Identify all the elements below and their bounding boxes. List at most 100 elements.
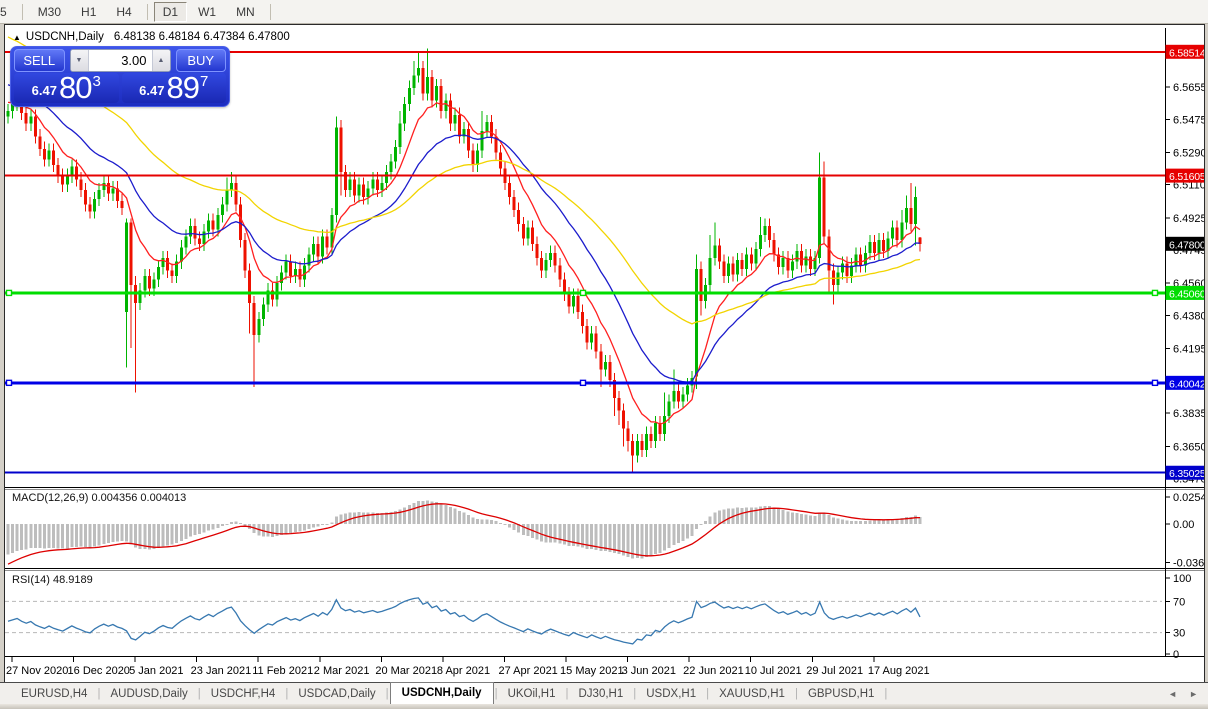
sell-price-prefix: 6.47 [31, 83, 57, 98]
date-tick-label: 8 Apr 2021 [437, 665, 490, 677]
sell-price-pip: 3 [92, 73, 101, 90]
rsi-tick-label: 0 [1173, 649, 1179, 661]
tab-usdx-h1[interactable]: USDX,H1 [646, 687, 697, 700]
chart-symbol-label: USDCNH,Daily [25, 31, 104, 43]
tab-scroll-left-icon[interactable]: ◄ [1168, 688, 1178, 699]
price-badge-label: 6.58514 [1169, 47, 1204, 59]
tab-divider: | [706, 687, 710, 700]
chart-background[interactable] [5, 28, 1204, 682]
tab-dj30-h1[interactable]: DJ30,H1 [578, 687, 624, 700]
tab-scroll-right-icon[interactable]: ► [1189, 688, 1198, 699]
chart-ohlc-values: 6.48138 6.48184 6.47384 6.47800 [113, 31, 290, 43]
price-badge [1165, 236, 1204, 251]
date-tick-label: 11 Feb 2021 [252, 665, 313, 677]
date-tick-label: 20 Mar 2021 [375, 665, 437, 677]
volume-increase-button[interactable]: ▲ [151, 50, 170, 71]
buy-price-display[interactable]: 6.47 89 7 [121, 70, 226, 105]
line-handle[interactable] [5, 379, 13, 387]
status-strip [0, 704, 1208, 709]
timeframe-button-d1[interactable]: D1 [153, 1, 188, 22]
buy-price-big: 89 [166, 70, 199, 105]
timeframe-button-5[interactable]: 5 [0, 4, 7, 19]
rsi-tick-label: 30 [1173, 628, 1185, 640]
sell-button[interactable]: SELL [14, 49, 65, 72]
pane-borders [5, 28, 1204, 657]
tab-divider: | [97, 687, 101, 700]
sell-price-big: 80 [58, 70, 92, 105]
timeframe-button-mn[interactable]: MN [236, 4, 255, 19]
price-tick-label: 6.41950 [1173, 344, 1204, 356]
toolbar-separator [21, 3, 23, 20]
line-handle[interactable] [5, 289, 13, 297]
tab-eurusd-h4[interactable]: EURUSD,H4 [21, 687, 88, 700]
tab-gbpusd-h1[interactable]: GBPUSD,H1 [807, 687, 875, 700]
buy-button[interactable]: BUY [175, 49, 226, 72]
macd-signal-line [7, 503, 921, 565]
macd-tick-label: 0.00 [1173, 519, 1194, 531]
tab-usdchf-h4[interactable]: USDCHF,H4 [210, 687, 276, 700]
date-tick-label: 27 Nov 2020 [6, 665, 68, 677]
timeframe-button-h1[interactable]: H1 [81, 4, 97, 19]
price-tick-label: 6.38350 [1173, 408, 1204, 420]
tab-divider: | [633, 687, 637, 700]
tab-scroll-arrows: ◄ ► [1168, 689, 1198, 699]
tab-usdcnh-daily[interactable]: USDCNH,Daily [389, 681, 494, 704]
tab-audusd-daily[interactable]: AUDUSD,Daily [110, 687, 188, 700]
price-tick-label: 6.54750 [1173, 114, 1204, 126]
date-tick-label: 3 Jun 2021 [622, 665, 676, 677]
date-tick-label: 23 Jan 2021 [191, 665, 252, 677]
price-tick-label: 6.43800 [1173, 310, 1204, 322]
tab-divider: | [197, 687, 201, 700]
price-axis[interactable]: 6.565506.547506.529006.511006.492506.474… [1165, 44, 1204, 661]
macd-tick-label: -0.036083 [1173, 557, 1204, 569]
tab-usdcad-daily[interactable]: USDCAD,Daily [298, 687, 376, 700]
macd-indicator-label: MACD(12,26,9) 0.004356 0.004013 [12, 492, 187, 504]
timeframe-toolbar: 5 M30 H1 H4 D1 W1 MN [0, 0, 1208, 24]
tab-divider: | [285, 687, 289, 700]
price-tick-label: 6.56550 [1173, 82, 1204, 94]
rsi-line [7, 597, 921, 645]
line-handle[interactable] [1151, 289, 1159, 297]
one-click-trading-panel: SELL ▼ 3.00 ▲ BUY 6.47 80 3 6.47 89 7 [10, 46, 230, 107]
tab-ukoil-h1[interactable]: UKOil,H1 [507, 687, 556, 700]
macd-tick-label: 0.025404 [1173, 492, 1204, 504]
tab-divider: | [884, 687, 888, 700]
date-tick-label: 15 May 2021 [560, 665, 624, 677]
rsi-indicator-label: RSI(14) 48.9189 [12, 574, 93, 586]
price-badge [1165, 285, 1204, 300]
line-handle[interactable] [579, 379, 587, 387]
collapse-triangle-icon[interactable]: ▲ [13, 32, 21, 42]
price-badge [1165, 375, 1204, 390]
date-tick-label: 10 Jul 2021 [745, 665, 802, 677]
date-axis[interactable]: 27 Nov 2020 16 Dec 2020 5 Jan 2021 23 Jan 2… [6, 657, 930, 677]
price-chart-svg[interactable]: 6.565506.547506.529006.511006.492506.474… [5, 28, 1204, 682]
sell-price-display[interactable]: 6.47 80 3 [14, 70, 119, 105]
price-tick-label: 6.49250 [1173, 213, 1204, 225]
date-tick-label: 27 Apr 2021 [498, 665, 557, 677]
tab-xauusd-h1[interactable]: XAUUSD,H1 [719, 687, 785, 700]
date-tick-label: 2 Mar 2021 [314, 665, 370, 677]
tab-divider: | [385, 687, 389, 700]
timeframe-button-m30[interactable]: M30 [37, 4, 62, 19]
buy-price-pip: 7 [199, 73, 209, 90]
toolbar-separator [146, 3, 148, 20]
date-tick-label: 22 Jun 2021 [683, 665, 744, 677]
price-badge-label: 6.40042 [1169, 378, 1204, 390]
date-tick-label: 29 Jul 2021 [806, 665, 863, 677]
price-badge-label: 6.45060 [1169, 288, 1204, 300]
ma-line-10 [7, 100, 921, 425]
date-tick-label: 16 Dec 2020 [68, 665, 130, 677]
price-badge-label: 6.51605 [1169, 171, 1204, 183]
ma-line-25 [7, 84, 921, 383]
timeframe-button-h4[interactable]: H4 [116, 4, 132, 19]
timeframe-button-w1[interactable]: W1 [198, 4, 217, 19]
volume-decrease-button[interactable]: ▼ [70, 50, 89, 71]
price-badge-label: 6.47800 [1169, 239, 1204, 251]
macd-histogram [6, 500, 922, 559]
line-handle[interactable] [1151, 379, 1159, 387]
line-handle[interactable] [579, 289, 587, 297]
volume-input[interactable]: 3.00 [88, 50, 152, 71]
price-badge [1165, 168, 1204, 183]
price-badge [1165, 44, 1204, 59]
